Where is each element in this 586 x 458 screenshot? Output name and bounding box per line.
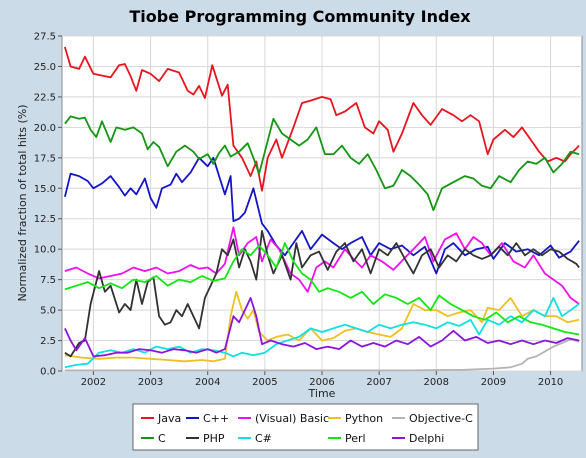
legend-label-c: C# — [255, 432, 272, 445]
legend-label-c: C++ — [203, 412, 229, 425]
y-tick-label: 7.5 — [40, 275, 56, 286]
x-tick-label: 2003 — [138, 377, 163, 388]
y-tick-label: 10.0 — [34, 245, 56, 256]
series-line-python — [64, 290, 580, 363]
y-tick-label: 0.0 — [40, 367, 56, 378]
series-line-php — [64, 229, 580, 358]
series-line-c — [64, 156, 580, 275]
legend-label-objective-c: Objective-C — [409, 412, 473, 425]
x-axis-label: Time — [308, 387, 336, 400]
y-tick-label: 27.5 — [34, 32, 56, 43]
legend-label-php: PHP — [203, 432, 225, 445]
y-tick-label: 17.5 — [34, 153, 56, 164]
legend-items: Java C++ (Visual) Basic Python Objective-C C P… — [141, 412, 473, 445]
legend-label-delphi: Delphi — [409, 432, 444, 445]
y-tick-label: 20.0 — [34, 123, 56, 134]
series-line-objective-c — [64, 338, 580, 372]
x-tick-label: 2007 — [366, 377, 391, 388]
series-line-java — [64, 46, 580, 192]
x-tick-label: 2010 — [538, 377, 563, 388]
legend-label-perl: Perl — [345, 432, 366, 445]
y-tick-label: 15.0 — [34, 184, 56, 195]
y-tick-label: 25.0 — [34, 62, 56, 73]
x-tick-label: 2004 — [195, 377, 220, 388]
x-tick-label: 2002 — [81, 377, 106, 388]
y-tick-label: 22.5 — [34, 92, 56, 103]
y-axis-label: Normalized fraction of total hits (%) — [16, 105, 29, 302]
legend — [132, 403, 479, 451]
legend-label-c: C — [158, 432, 166, 445]
series-line-c — [64, 115, 580, 212]
chart-title: Tiobe Programming Community Index — [129, 7, 471, 26]
x-tick-label: 2009 — [481, 377, 506, 388]
y-tick-label: 12.5 — [34, 214, 56, 225]
axis-ticks: 0.0 2.5 5.0 7.5 10.0 12.5 15.0 17.5 20.0 22.5 25.0… — [34, 32, 564, 389]
series-lines — [64, 46, 580, 372]
y-tick-label: 5.0 — [40, 306, 56, 317]
series-line-perl — [64, 242, 580, 336]
series-line-c — [64, 296, 580, 369]
legend-label-python: Python — [345, 412, 383, 425]
legend-label-java: Java — [157, 412, 181, 425]
x-tick-label: 2006 — [309, 377, 334, 388]
legend-label-visual-basic: (Visual) Basic — [255, 412, 329, 425]
y-tick-label: 2.5 — [40, 336, 56, 347]
x-tick-label: 2008 — [424, 377, 449, 388]
x-tick-label: 2005 — [252, 377, 277, 388]
series-line-delphi — [64, 296, 580, 358]
